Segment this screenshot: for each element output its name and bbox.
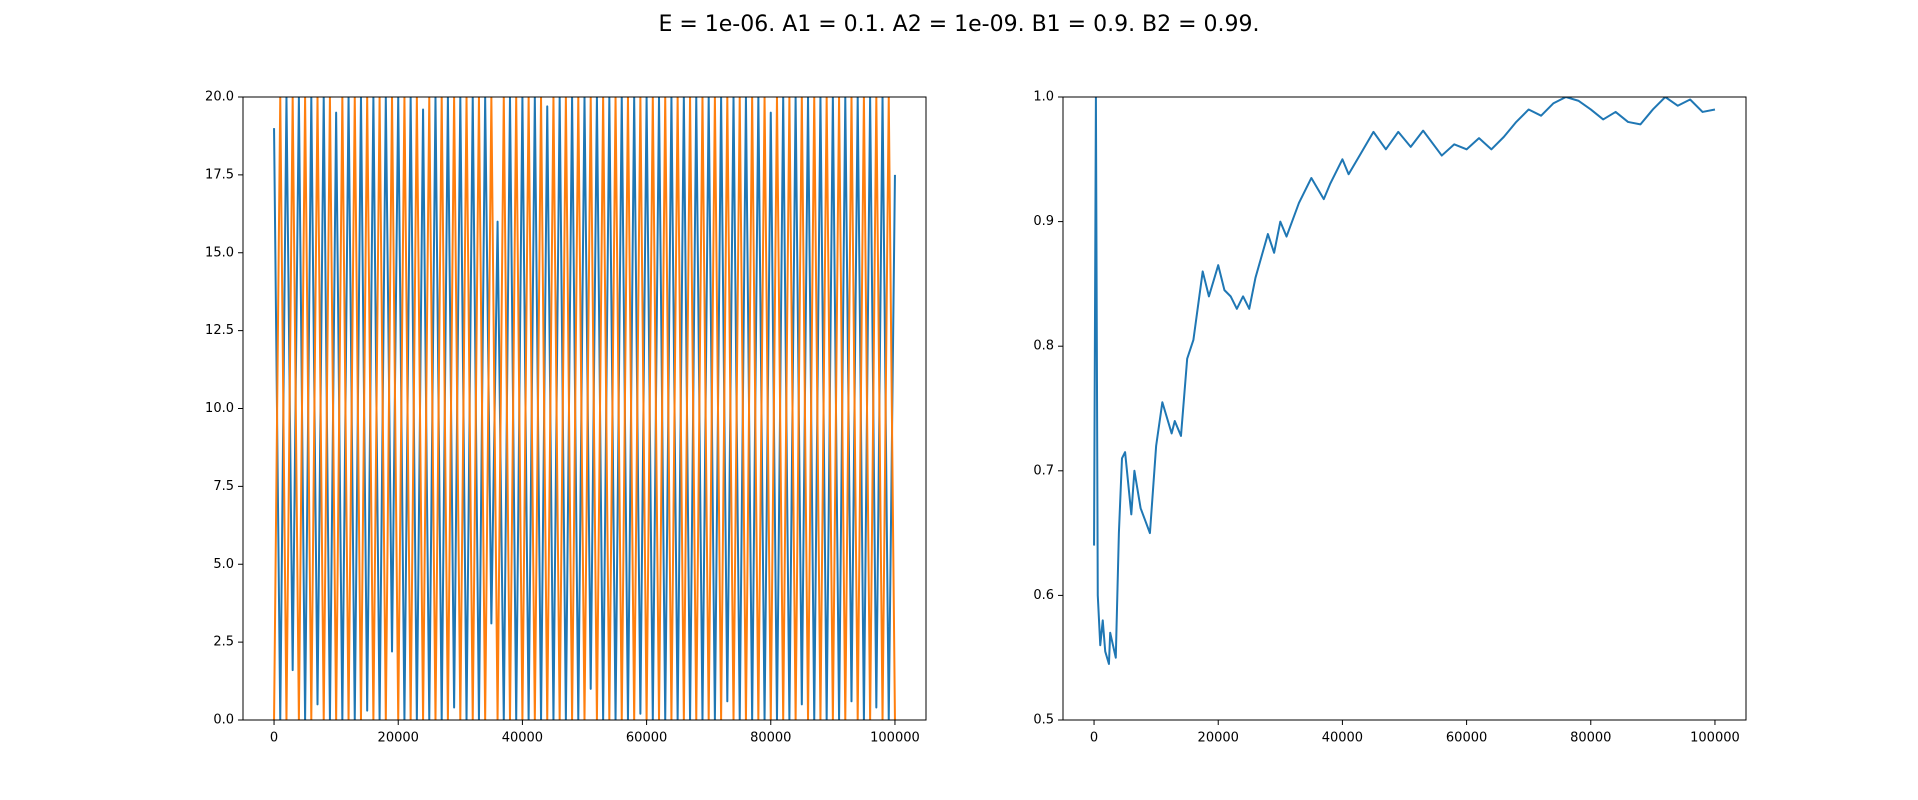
x-tick-label: 60000 xyxy=(626,731,667,746)
x-tick-label: 20000 xyxy=(1198,731,1239,746)
y-tick-label: 0.7 xyxy=(1033,463,1054,478)
x-tick-label: 80000 xyxy=(1570,731,1611,746)
y-tick-label: 12.5 xyxy=(205,323,234,338)
x-tick-label: 100000 xyxy=(870,731,920,746)
y-tick-label: 0.5 xyxy=(1033,713,1054,728)
y-tick-label: 15.0 xyxy=(205,245,234,260)
y-tick-label: 17.5 xyxy=(205,167,234,182)
plot-area xyxy=(1093,97,1716,665)
plot-area xyxy=(273,97,896,720)
data-line xyxy=(273,97,896,720)
data-line xyxy=(1093,97,1716,665)
y-tick-label: 0.0 xyxy=(213,713,234,728)
x-tick-label: 40000 xyxy=(502,731,543,746)
axes-frame xyxy=(1062,96,1747,721)
data-line xyxy=(273,97,896,720)
x-tick-label: 100000 xyxy=(1690,731,1740,746)
y-tick-label: 10.0 xyxy=(205,401,234,416)
x-tick-label: 80000 xyxy=(750,731,791,746)
y-tick-label: 1.0 xyxy=(1033,90,1054,105)
x-tick-label: 0 xyxy=(1090,731,1098,746)
y-tick-label: 0.8 xyxy=(1033,339,1054,354)
x-tick-label: 0 xyxy=(270,731,278,746)
y-tick-label: 7.5 xyxy=(213,479,234,494)
y-tick-label: 0.6 xyxy=(1033,588,1054,603)
y-tick-label: 0.9 xyxy=(1033,214,1054,229)
x-tick-label: 40000 xyxy=(1322,731,1363,746)
x-tick-label: 20000 xyxy=(378,731,419,746)
y-tick-label: 2.5 xyxy=(213,635,234,650)
figure-title: E = 1e-06. A1 = 0.1. A2 = 1e-09. B1 = 0.… xyxy=(658,12,1259,37)
y-tick-label: 20.0 xyxy=(205,90,234,105)
y-tick-label: 5.0 xyxy=(213,557,234,572)
x-tick-label: 60000 xyxy=(1446,731,1487,746)
